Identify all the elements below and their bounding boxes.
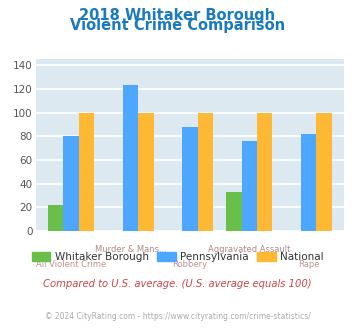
- Text: Rape: Rape: [298, 260, 320, 269]
- Text: Robbery: Robbery: [173, 260, 207, 269]
- Bar: [226, 192, 242, 231]
- Bar: [138, 113, 154, 231]
- Bar: [123, 85, 138, 231]
- Bar: [198, 113, 213, 231]
- Bar: [79, 113, 94, 231]
- Text: Murder & Mans...: Murder & Mans...: [94, 245, 166, 254]
- Bar: [182, 127, 198, 231]
- Text: 2018 Whitaker Borough: 2018 Whitaker Borough: [80, 8, 275, 23]
- Text: Compared to U.S. average. (U.S. average equals 100): Compared to U.S. average. (U.S. average …: [43, 279, 312, 289]
- Text: Aggravated Assault: Aggravated Assault: [208, 245, 290, 254]
- Legend: Whitaker Borough, Pennsylvania, National: Whitaker Borough, Pennsylvania, National: [27, 248, 328, 266]
- Bar: [242, 141, 257, 231]
- Bar: [48, 205, 64, 231]
- Bar: [316, 113, 332, 231]
- Text: All Violent Crime: All Violent Crime: [36, 260, 106, 269]
- Bar: [64, 136, 79, 231]
- Text: © 2024 CityRating.com - https://www.cityrating.com/crime-statistics/: © 2024 CityRating.com - https://www.city…: [45, 312, 310, 321]
- Bar: [257, 113, 273, 231]
- Text: Violent Crime Comparison: Violent Crime Comparison: [70, 18, 285, 33]
- Bar: [301, 134, 316, 231]
